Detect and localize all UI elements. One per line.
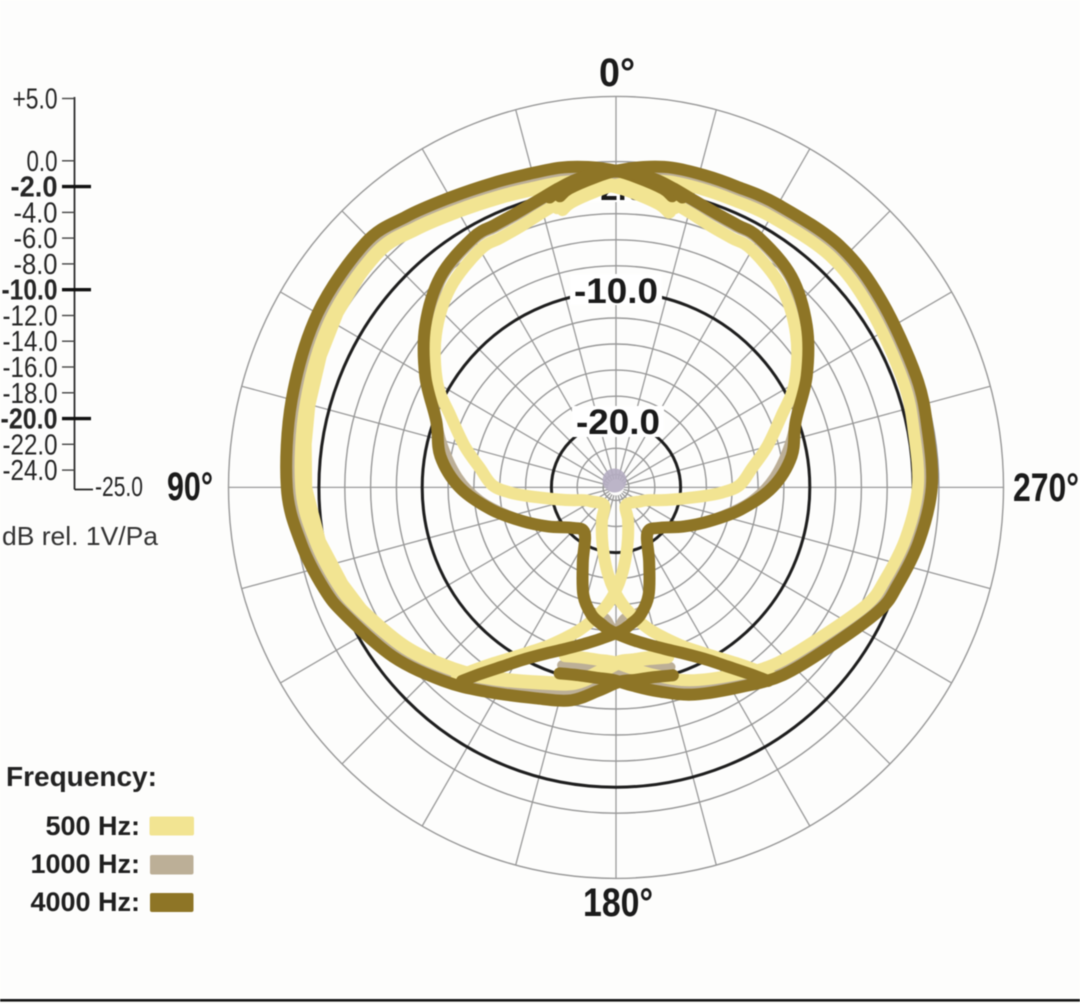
svg-text:Frequency:: Frequency:: [6, 761, 157, 792]
svg-text:-22.0: -22.0: [3, 429, 58, 461]
svg-text:+5.0: +5.0: [13, 84, 58, 116]
svg-text:-10.0: -10.0: [2, 275, 58, 307]
svg-text:4000 Hz:: 4000 Hz:: [30, 887, 140, 917]
svg-text:-25.0: -25.0: [95, 471, 143, 502]
svg-text:-24.0: -24.0: [3, 455, 58, 487]
svg-text:1000 Hz:: 1000 Hz:: [30, 849, 140, 879]
svg-text:-8.0: -8.0: [14, 249, 58, 281]
svg-text:0.0: 0.0: [27, 146, 58, 178]
svg-text:dB rel. 1V/Pa: dB rel. 1V/Pa: [2, 521, 159, 551]
svg-text:-18.0: -18.0: [3, 378, 58, 410]
svg-text:180°: 180°: [583, 881, 653, 925]
svg-text:90°: 90°: [167, 465, 213, 509]
svg-text:-12.0: -12.0: [3, 301, 58, 333]
svg-text:-6.0: -6.0: [14, 223, 58, 255]
svg-text:-20.0: -20.0: [1, 404, 58, 436]
svg-text:-4.0: -4.0: [14, 197, 58, 229]
svg-text:-16.0: -16.0: [3, 352, 58, 384]
svg-text:-2.0: -2.0: [11, 172, 58, 204]
svg-text:0°: 0°: [599, 51, 635, 95]
svg-text:-20.0: -20.0: [576, 403, 660, 442]
svg-text:-14.0: -14.0: [3, 326, 58, 358]
svg-text:270°: 270°: [1013, 466, 1079, 510]
svg-text:-10.0: -10.0: [574, 272, 658, 311]
svg-text:500 Hz:: 500 Hz:: [45, 811, 140, 841]
